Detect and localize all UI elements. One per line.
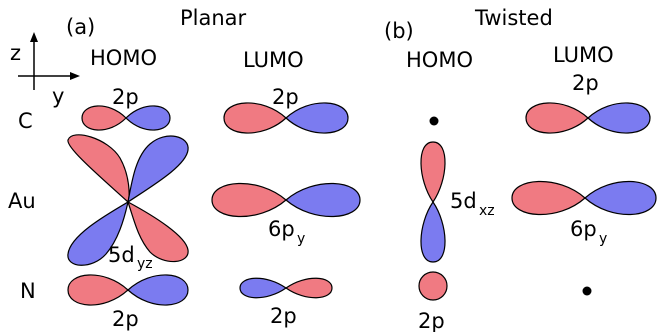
b-lumo-c-label: 2p bbox=[572, 71, 599, 95]
lobe-positive bbox=[211, 182, 287, 218]
row-label-n: N bbox=[20, 279, 36, 303]
lobe-negative bbox=[285, 182, 361, 218]
panel-b-tag: (b) bbox=[384, 19, 414, 43]
a-lumo-au-6py-orbital bbox=[211, 182, 361, 218]
lobe-positive bbox=[81, 105, 127, 131]
a-lumo-n-label: 2p bbox=[270, 304, 297, 328]
a-lumo-au-label-sub: y bbox=[297, 231, 305, 247]
lobe-positive bbox=[525, 102, 589, 134]
lobe-positive bbox=[67, 134, 130, 204]
a-lumo-n-2p-orbital bbox=[239, 277, 333, 299]
lobe-positive bbox=[420, 141, 446, 204]
lobe-positive bbox=[126, 200, 189, 263]
lobe-positive bbox=[511, 180, 586, 216]
panel-a-tag: (a) bbox=[66, 15, 95, 39]
lobe-positive bbox=[284, 277, 333, 299]
lobe-negative bbox=[125, 105, 171, 131]
a-homo-n-2p-orbital bbox=[67, 274, 189, 306]
lobe-positive bbox=[223, 102, 287, 134]
panel-a-lumo-header: LUMO bbox=[243, 48, 304, 72]
b-homo-c-node-dot bbox=[429, 116, 439, 126]
a-lumo-c-2p-orbital bbox=[223, 102, 349, 134]
b-homo-n-label: 2p bbox=[418, 309, 445, 332]
row-label-c: C bbox=[18, 109, 33, 133]
lobe-negative bbox=[67, 200, 129, 266]
a-lumo-c-label: 2p bbox=[272, 85, 299, 109]
axis-indicator: z y bbox=[10, 32, 80, 108]
lobe-negative bbox=[584, 180, 657, 216]
b-lumo-c-2p-orbital bbox=[525, 102, 651, 134]
b-homo-n-2p-orbital bbox=[418, 271, 448, 301]
a-homo-c-2p-orbital bbox=[81, 105, 171, 131]
panel-a-title: Planar bbox=[180, 6, 247, 30]
lobe-negative bbox=[285, 102, 349, 134]
a-homo-au-5dyz-orbital bbox=[67, 134, 189, 266]
lobe-positive bbox=[67, 274, 129, 306]
lobe-negative bbox=[587, 102, 651, 134]
panel-b-lumo-header: LUMO bbox=[553, 43, 614, 67]
axis-z-label: z bbox=[10, 41, 21, 65]
a-lumo-au-label: 6p bbox=[268, 217, 295, 241]
lobe-negative bbox=[420, 200, 446, 263]
a-homo-n-label: 2p bbox=[112, 307, 139, 331]
a-homo-c-label: 2p bbox=[112, 85, 139, 109]
b-lumo-au-label: 6p bbox=[570, 217, 597, 241]
lobe-negative bbox=[127, 274, 189, 306]
row-label-au: Au bbox=[8, 189, 36, 213]
axis-y-label: y bbox=[52, 84, 64, 108]
panel-b-title: Twisted bbox=[474, 6, 553, 30]
b-lumo-au-label-sub: y bbox=[599, 231, 607, 247]
panel-a-homo-header: HOMO bbox=[90, 46, 157, 70]
lobe-negative bbox=[127, 135, 189, 204]
b-homo-au-label-sub: xz bbox=[479, 203, 495, 219]
b-homo-au-5dxz-orbital bbox=[420, 141, 446, 263]
a-homo-au-label: 5d bbox=[108, 243, 135, 267]
b-lumo-n-node-dot bbox=[582, 286, 592, 296]
panel-b-homo-header: HOMO bbox=[406, 48, 473, 72]
a-homo-au-label-sub: yz bbox=[137, 256, 153, 272]
b-homo-au-label: 5d bbox=[450, 189, 477, 213]
b-lumo-au-6py-orbital bbox=[511, 180, 657, 216]
lobe-negative bbox=[239, 277, 288, 299]
